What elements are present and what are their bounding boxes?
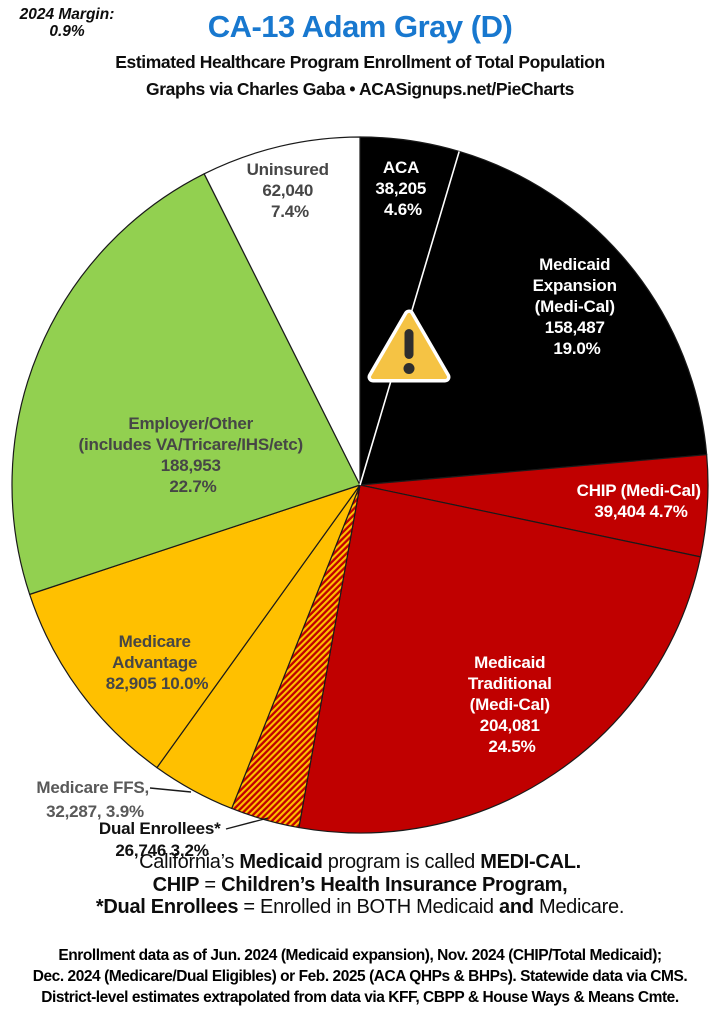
- note-chip-definition: CHIP = Children’s Health Insurance Progr…: [152, 873, 568, 896]
- pie-slice-medicaid-traditional: [298, 484, 702, 834]
- footnote-line-2: Dec. 2024 (Medicare/Dual Eligibles) or F…: [32, 968, 688, 985]
- note-dual-definition: *Dual Enrollees = Enrolled in BOTH Medic…: [95, 896, 625, 918]
- label-dual-enrollees: Dual Enrollees* 26,746 3,2%: [99, 819, 225, 860]
- label-medicare-advantage: Medicare Advantage 82,905 10.0%: [106, 632, 209, 693]
- pie-slice-medicaid-expansion: [359, 150, 708, 486]
- margin-label: 2024 Margin:: [19, 6, 115, 23]
- footnote-line-1: Enrollment data as of Jun. 2024 (Medicai…: [58, 947, 662, 964]
- notes-block: California’s Medicaid program is called …: [0, 851, 720, 919]
- label-chip: CHIP (Medi-Cal) 39,404 4.7%: [577, 481, 706, 521]
- note-medicaid-name: California’s Medicaid program is called …: [139, 851, 581, 873]
- warning-triangle-icon: [367, 309, 451, 383]
- label-aca: ACA 38,205 4.6%: [375, 158, 430, 219]
- credit-line: Graphs via Charles Gaba • ACASignups.net…: [146, 79, 574, 99]
- pie-slice-employer-other: [11, 173, 361, 595]
- medicare-ffs-leader-line: [149, 787, 192, 793]
- label-employer-other: Employer/Other (includes VA/Tricare/IHS/…: [79, 414, 308, 496]
- margin-value: 0.9%: [49, 23, 85, 40]
- dual-enrollees-leader-line: [225, 817, 269, 830]
- label-medicaid-expansion: Medicaid Expansion (Medi-Cal) 158,487 19…: [533, 255, 622, 358]
- footnote-line-3: District-level estimates extrapolated fr…: [41, 989, 679, 1006]
- page-title: CA-13 Adam Gray (D): [207, 9, 513, 44]
- pie-slice-medicare-advantage: [29, 484, 361, 769]
- chart-subtitle: Estimated Healthcare Program Enrollment …: [115, 52, 605, 72]
- label-medicare-ffs: Medicare FFS, 32,287, 3.9%: [36, 778, 153, 821]
- label-medicaid-traditional: Medicaid Traditional (Medi-Cal) 204,081 …: [468, 653, 556, 756]
- pie-slice-uninsured: [203, 136, 361, 486]
- label-uninsured: Uninsured 62,040 7.4%: [247, 160, 334, 221]
- margin-note: 2024 Margin: 0.9%: [8, 6, 126, 40]
- source-footnote: Enrollment data as of Jun. 2024 (Medicai…: [0, 945, 720, 1008]
- pie-chart: ACA 38,205 4.6% Uninsured 62,040 7.4% Me…: [11, 136, 709, 860]
